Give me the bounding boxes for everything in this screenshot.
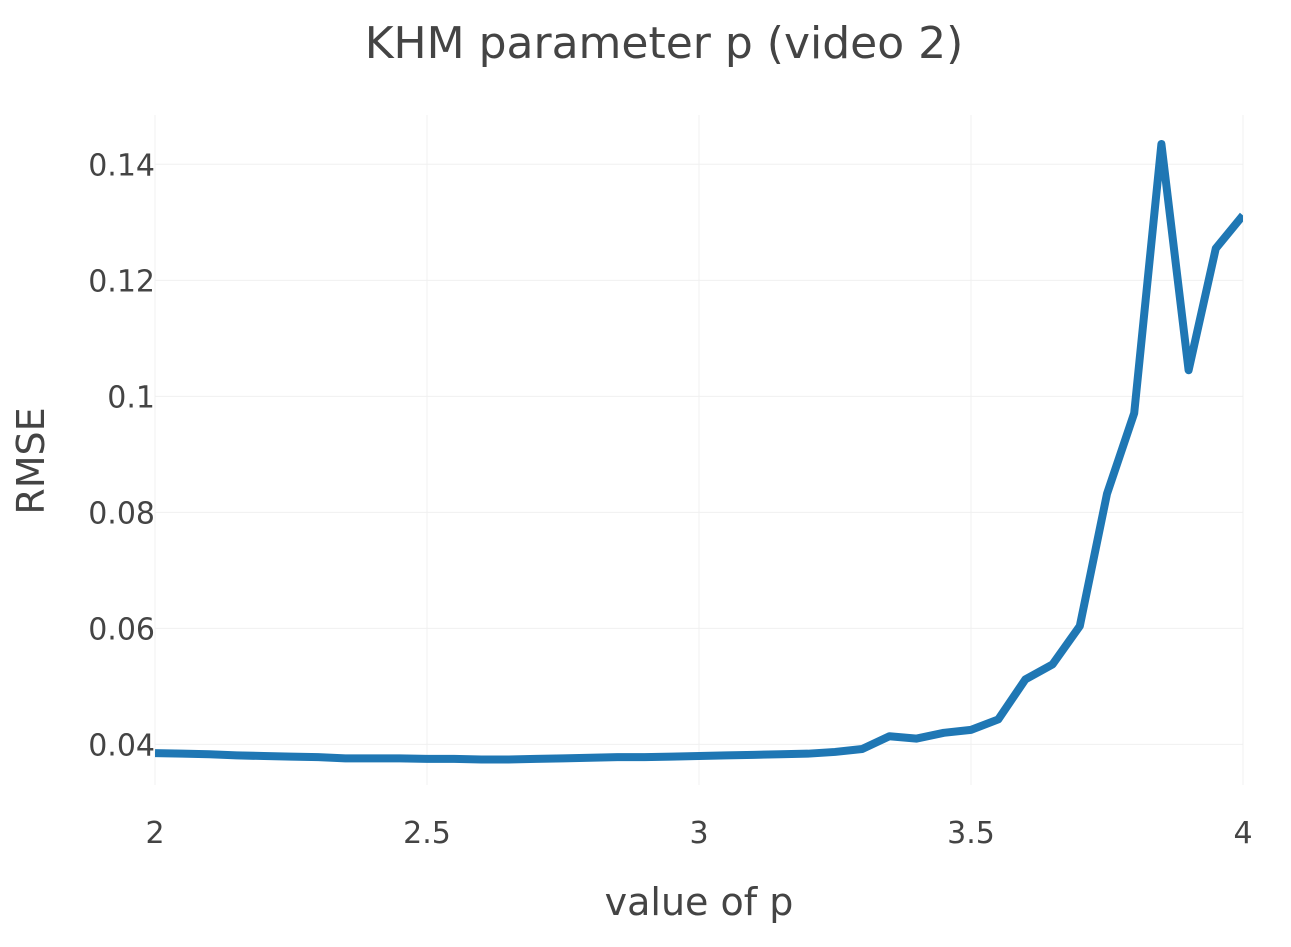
y-tick-label: 0.14 xyxy=(88,148,155,183)
y-tick-label: 0.12 xyxy=(88,264,155,299)
grid xyxy=(154,115,1244,785)
x-tick-label: 2 xyxy=(145,816,164,851)
x-tick-label: 2.5 xyxy=(403,816,451,851)
ticks: 2 2.5 3 3.5 4 0.04 0.06 0.08 0.1 0.12 0.14 xyxy=(88,148,1252,851)
y-tick-label: 0.08 xyxy=(88,496,155,531)
y-tick-label: 0.04 xyxy=(88,728,155,763)
x-tick-label: 4 xyxy=(1233,816,1252,851)
chart-title: KHM parameter p (video 2) xyxy=(365,18,964,69)
y-tick-label: 0.06 xyxy=(88,612,155,647)
y-axis-label: RMSE xyxy=(9,407,53,514)
series-line xyxy=(155,140,1243,764)
plot-area xyxy=(155,140,1243,764)
x-tick-label: 3.5 xyxy=(947,816,995,851)
y-tick-label: 0.1 xyxy=(107,380,155,415)
x-tick-label: 3 xyxy=(689,816,708,851)
x-axis-label: value of p xyxy=(605,880,794,924)
